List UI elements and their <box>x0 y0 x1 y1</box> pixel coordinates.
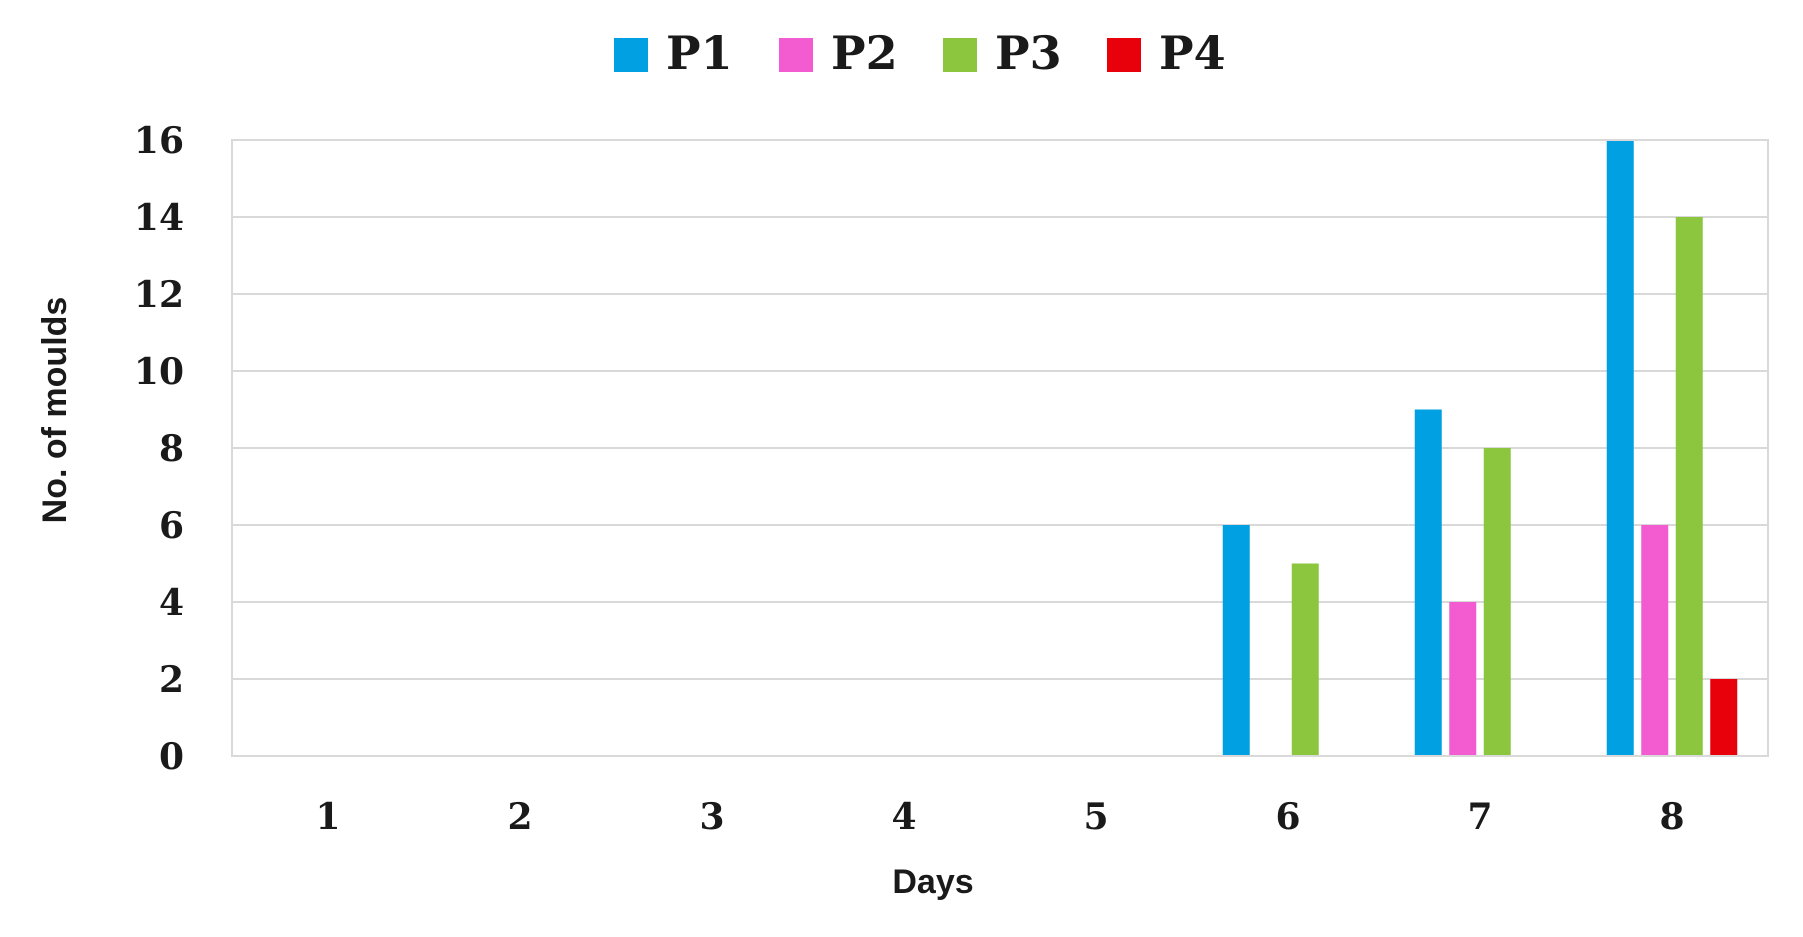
y-tick-label: 2 <box>159 659 184 701</box>
y-tick-label: 0 <box>159 736 184 778</box>
legend-swatch-p1 <box>614 38 648 72</box>
bar-p2-day-8 <box>1641 525 1669 756</box>
legend-swatch-p3 <box>943 38 977 72</box>
x-tick-label: 6 <box>1275 796 1300 838</box>
bar-p4-day-8 <box>1710 679 1738 756</box>
x-tick-label: 7 <box>1467 796 1492 838</box>
y-axis-ticks: 0 2 4 6 8 10 12 14 16 <box>134 120 184 778</box>
x-tick-label: 5 <box>1083 796 1108 838</box>
x-tick-label: 3 <box>699 796 724 838</box>
bar-p1-day-8 <box>1606 140 1634 756</box>
legend-label-p3: P3 <box>995 26 1062 80</box>
chart-gridlines <box>232 139 1768 757</box>
y-tick-label: 14 <box>134 197 184 239</box>
bar-p1-day-6 <box>1222 525 1250 756</box>
y-tick-label: 10 <box>134 351 184 393</box>
legend-swatch-p2 <box>779 38 813 72</box>
y-tick-label: 16 <box>134 120 184 162</box>
y-tick-label: 8 <box>159 428 184 470</box>
legend-label-p4: P4 <box>1159 26 1226 80</box>
chart-legend: P1 P2 P3 P4 <box>614 26 1226 80</box>
bar-p3-day-8 <box>1675 217 1703 756</box>
legend-label-p1: P1 <box>666 26 733 80</box>
x-tick-label: 2 <box>507 796 532 838</box>
x-tick-label: 1 <box>315 796 340 838</box>
y-tick-label: 4 <box>159 582 184 624</box>
y-tick-label: 6 <box>159 505 184 547</box>
legend-label-p2: P2 <box>831 26 898 80</box>
legend-swatch-p4 <box>1107 38 1141 72</box>
bar-p3-day-7 <box>1483 448 1511 756</box>
x-axis-ticks: 1 2 3 4 5 6 7 8 <box>315 796 1684 838</box>
y-axis-title: No. of moulds <box>36 297 74 524</box>
chart-bars <box>1222 140 1738 756</box>
x-tick-label: 4 <box>891 796 916 838</box>
x-tick-label: 8 <box>1659 796 1684 838</box>
bar-p3-day-6 <box>1291 563 1319 756</box>
x-axis-title: Days <box>892 863 973 901</box>
y-tick-label: 12 <box>134 274 184 316</box>
plot-area-border <box>231 139 1769 757</box>
bar-p2-day-7 <box>1449 602 1477 756</box>
bar-p1-day-7 <box>1414 409 1442 756</box>
